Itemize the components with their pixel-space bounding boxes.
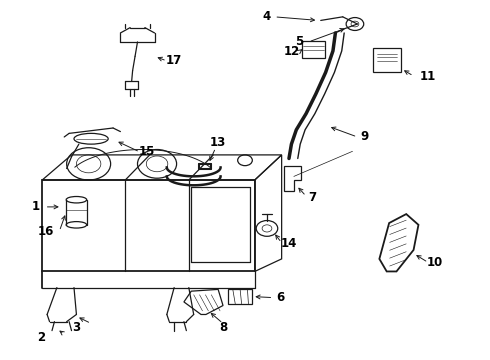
Text: 6: 6 — [276, 291, 285, 304]
Text: 16: 16 — [37, 225, 54, 238]
Text: 3: 3 — [73, 320, 80, 333]
Text: 8: 8 — [219, 320, 227, 333]
Text: 14: 14 — [281, 237, 297, 250]
Text: 13: 13 — [210, 136, 226, 149]
Text: 11: 11 — [420, 70, 437, 83]
Text: 2: 2 — [37, 330, 45, 343]
Text: 5: 5 — [294, 35, 303, 48]
Text: 15: 15 — [139, 145, 155, 158]
Text: 9: 9 — [361, 130, 369, 143]
Text: 17: 17 — [166, 54, 182, 67]
Text: 4: 4 — [263, 10, 271, 23]
Text: 7: 7 — [308, 191, 317, 204]
Text: 12: 12 — [283, 45, 299, 58]
Text: 1: 1 — [32, 201, 40, 213]
Text: 10: 10 — [426, 256, 442, 269]
